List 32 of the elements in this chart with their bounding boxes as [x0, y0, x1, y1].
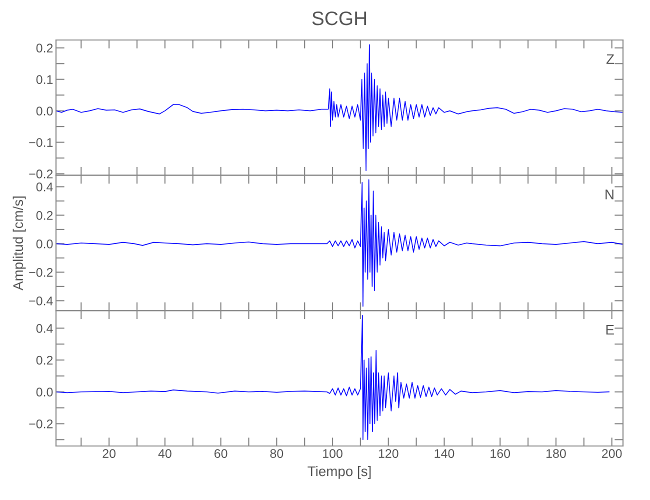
- y-tick-label: 0.2: [36, 356, 53, 365]
- y-tick-label: 0.0: [36, 106, 53, 116]
- y-tick-label: 0.2: [36, 44, 53, 53]
- x-tick-label: 140: [434, 449, 454, 458]
- y-tick-label: −0.1: [29, 138, 53, 147]
- x-tick-label: 180: [546, 449, 566, 458]
- y-tick-label: −0.2: [29, 268, 53, 277]
- y-tick-label: −0.2: [29, 420, 53, 428]
- annotation: N: [606, 190, 614, 200]
- x-tick-label: 100: [323, 449, 342, 458]
- chart-title: SCGH: [312, 11, 366, 26]
- y-tick-label: −0.2: [29, 170, 53, 178]
- y-axis-title: Amplitud [cm/s]: [12, 196, 26, 290]
- y-tick-label: 0.1: [36, 75, 53, 84]
- line-series: [56, 44, 623, 172]
- x-tick-label: 80: [270, 449, 284, 458]
- x-tick-label: 60: [214, 449, 228, 458]
- x-tick-label: 40: [158, 449, 172, 458]
- y-tick-label: −0.4: [29, 296, 53, 306]
- y-tick-label: 0.4: [36, 324, 53, 333]
- y-tick-label: 0.0: [36, 388, 53, 397]
- x-tick-label: 160: [490, 449, 510, 458]
- line-series: [56, 179, 623, 307]
- annotation: E: [606, 325, 614, 335]
- annotation: Z: [606, 54, 614, 64]
- x-tick-label: 20: [102, 449, 116, 458]
- y-tick-label: 0.4: [36, 182, 53, 192]
- x-axis-title: Tiempo [s]: [308, 466, 371, 479]
- y-tick-label: 0.0: [36, 240, 53, 248]
- x-tick-label: 120: [378, 449, 398, 458]
- y-tick-label: 0.2: [36, 211, 53, 220]
- x-tick-label: 200: [602, 449, 622, 458]
